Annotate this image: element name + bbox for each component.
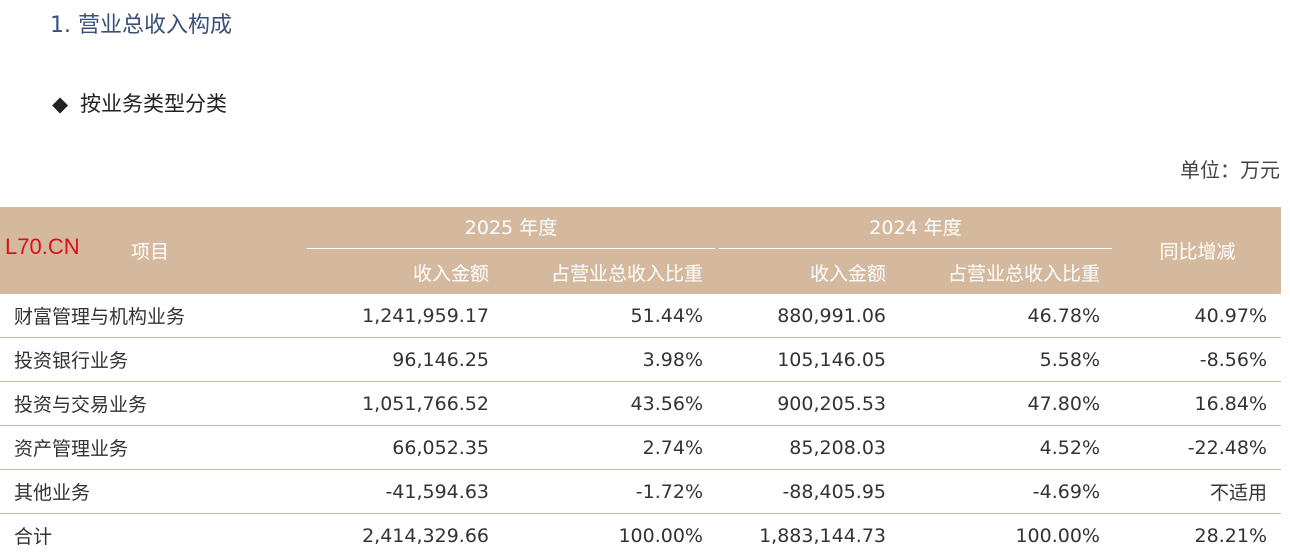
yoy-change: -22.48% — [1114, 426, 1281, 470]
table-row-total: 合计 2,414,329.66 100.00% 1,883,144.73 100… — [0, 514, 1281, 557]
subsection-heading: ◆ 按业务类型分类 — [52, 88, 227, 120]
section-title: 1. 营业总收入构成 — [50, 10, 232, 42]
table-row: 投资银行业务 96,146.25 3.98% 105,146.05 5.58% … — [0, 338, 1281, 382]
row-name: 投资银行业务 — [0, 338, 305, 382]
header-year-2024-label: 2024 年度 — [719, 208, 1112, 249]
table-header-row: 项目 2025 年度 2024 年度 同比增减 — [0, 207, 1281, 250]
revenue-2025: 1,051,766.52 — [305, 382, 503, 426]
share-2025: 51.44% — [503, 294, 717, 338]
share-2024: 5.58% — [900, 338, 1114, 382]
row-name: 资产管理业务 — [0, 426, 305, 470]
revenue-2024: 105,146.05 — [717, 338, 900, 382]
revenue-2025: 66,052.35 — [305, 426, 503, 470]
yoy-change: 40.97% — [1114, 294, 1281, 338]
yoy-change: 16.84% — [1114, 382, 1281, 426]
table-row: 财富管理与机构业务 1,241,959.17 51.44% 880,991.06… — [0, 294, 1281, 338]
row-name: 其他业务 — [0, 470, 305, 514]
share-2025: 100.00% — [503, 514, 717, 557]
revenue-2025: 2,414,329.66 — [305, 514, 503, 557]
header-revenue-2025: 收入金额 — [305, 250, 503, 294]
share-2024: 47.80% — [900, 382, 1114, 426]
revenue-2024: -88,405.95 — [717, 470, 900, 514]
header-year-2024: 2024 年度 — [717, 207, 1114, 250]
revenue-table: 项目 2025 年度 2024 年度 同比增减 收入金额 占营业总收入比重 收入… — [0, 207, 1281, 557]
share-2025: -1.72% — [503, 470, 717, 514]
yoy-change: -8.56% — [1114, 338, 1281, 382]
share-2025: 3.98% — [503, 338, 717, 382]
revenue-2024: 900,205.53 — [717, 382, 900, 426]
header-share-2024: 占营业总收入比重 — [900, 250, 1114, 294]
row-name: 财富管理与机构业务 — [0, 294, 305, 338]
header-yoy: 同比增减 — [1114, 207, 1281, 294]
row-name: 合计 — [0, 514, 305, 557]
diamond-bullet-icon: ◆ — [52, 88, 72, 120]
revenue-2025: 1,241,959.17 — [305, 294, 503, 338]
share-2024: 46.78% — [900, 294, 1114, 338]
watermark-logo: L70.CN — [5, 232, 80, 262]
table-row: 资产管理业务 66,052.35 2.74% 85,208.03 4.52% -… — [0, 426, 1281, 470]
unit-label: 单位：万元 — [1180, 155, 1280, 185]
header-year-2025: 2025 年度 — [305, 207, 717, 250]
header-share-2025: 占营业总收入比重 — [503, 250, 717, 294]
revenue-2024: 85,208.03 — [717, 426, 900, 470]
revenue-2025: -41,594.63 — [305, 470, 503, 514]
share-2025: 2.74% — [503, 426, 717, 470]
subsection-title: 按业务类型分类 — [80, 92, 227, 116]
header-revenue-2024: 收入金额 — [717, 250, 900, 294]
header-year-2025-label: 2025 年度 — [307, 208, 715, 249]
revenue-2025: 96,146.25 — [305, 338, 503, 382]
table-row: 投资与交易业务 1,051,766.52 43.56% 900,205.53 4… — [0, 382, 1281, 426]
share-2025: 43.56% — [503, 382, 717, 426]
share-2024: 4.52% — [900, 426, 1114, 470]
share-2024: -4.69% — [900, 470, 1114, 514]
table-row: 其他业务 -41,594.63 -1.72% -88,405.95 -4.69%… — [0, 470, 1281, 514]
share-2024: 100.00% — [900, 514, 1114, 557]
yoy-change: 28.21% — [1114, 514, 1281, 557]
revenue-2024: 1,883,144.73 — [717, 514, 900, 557]
yoy-change: 不适用 — [1114, 470, 1281, 514]
row-name: 投资与交易业务 — [0, 382, 305, 426]
revenue-2024: 880,991.06 — [717, 294, 900, 338]
